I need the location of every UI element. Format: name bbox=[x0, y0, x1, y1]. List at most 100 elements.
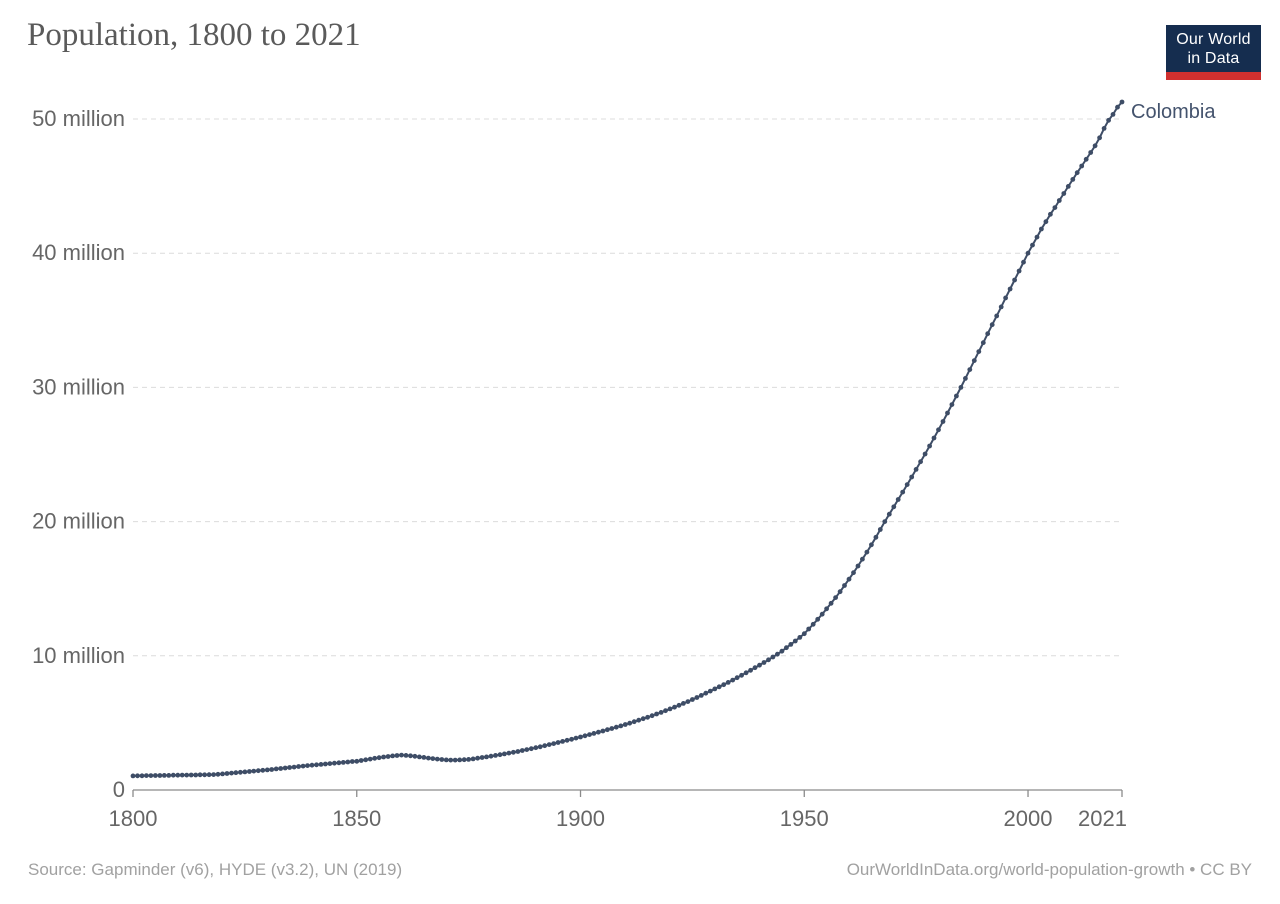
data-point bbox=[417, 754, 422, 760]
data-point bbox=[958, 385, 964, 390]
x-tick-label: 1800 bbox=[109, 806, 158, 831]
data-point bbox=[318, 762, 324, 767]
data-point bbox=[976, 349, 982, 354]
owid-logo-line2: in Data bbox=[1187, 50, 1240, 67]
owid-logo: Our World in Data bbox=[1166, 25, 1261, 80]
data-point bbox=[224, 771, 230, 776]
data-point bbox=[869, 542, 874, 548]
data-point bbox=[157, 773, 163, 778]
x-tick-label: 2000 bbox=[1004, 806, 1053, 831]
data-point bbox=[564, 737, 570, 743]
y-tick-label: 20 million bbox=[32, 509, 125, 534]
data-point bbox=[895, 497, 901, 502]
data-point bbox=[1012, 277, 1017, 283]
data-point bbox=[470, 756, 476, 762]
data-point bbox=[1052, 205, 1058, 211]
data-point bbox=[408, 753, 413, 759]
data-point bbox=[860, 556, 865, 562]
data-point bbox=[815, 616, 821, 622]
data-point bbox=[394, 753, 400, 758]
data-point bbox=[457, 757, 463, 763]
data-point bbox=[135, 773, 140, 779]
data-point bbox=[587, 732, 592, 737]
data-point bbox=[913, 467, 919, 472]
data-point bbox=[202, 772, 208, 778]
data-point bbox=[909, 474, 915, 480]
data-point bbox=[806, 626, 812, 632]
data-point bbox=[1016, 268, 1022, 274]
data-point bbox=[354, 758, 360, 764]
data-point bbox=[1043, 219, 1049, 225]
data-point bbox=[931, 435, 937, 441]
data-point bbox=[797, 635, 803, 640]
data-point bbox=[667, 706, 673, 712]
data-point bbox=[721, 682, 727, 688]
data-point bbox=[179, 772, 185, 778]
data-point bbox=[1119, 99, 1125, 105]
data-point bbox=[775, 651, 780, 657]
y-tick-label: 40 million bbox=[32, 240, 125, 265]
data-point bbox=[1048, 211, 1053, 217]
chart-title: Population, 1800 to 2021 bbox=[27, 17, 361, 53]
data-point bbox=[725, 680, 731, 685]
data-point bbox=[707, 688, 713, 694]
data-point bbox=[963, 376, 968, 381]
data-point bbox=[206, 772, 212, 778]
data-point bbox=[358, 758, 364, 763]
data-point bbox=[864, 549, 870, 555]
data-point bbox=[439, 757, 445, 762]
data-point bbox=[716, 684, 722, 690]
data-point bbox=[170, 772, 176, 778]
data-point bbox=[676, 702, 682, 708]
data-point bbox=[801, 631, 807, 637]
data-point bbox=[685, 699, 691, 704]
x-tick-label: 1900 bbox=[556, 806, 605, 831]
data-point bbox=[372, 755, 378, 761]
data-point bbox=[345, 759, 351, 765]
data-point bbox=[519, 748, 525, 753]
chart-footer: Source: Gapminder (v6), HYDE (v3.2), UN … bbox=[28, 860, 1252, 880]
data-point bbox=[766, 657, 771, 663]
x-tick-label: 1950 bbox=[780, 806, 829, 831]
data-point bbox=[1110, 112, 1116, 117]
data-point bbox=[989, 322, 995, 328]
data-point bbox=[130, 773, 136, 779]
data-point bbox=[443, 757, 449, 763]
data-point bbox=[694, 695, 700, 700]
data-point bbox=[596, 729, 601, 735]
data-point bbox=[466, 757, 471, 762]
data-point bbox=[278, 766, 284, 771]
data-point bbox=[891, 504, 897, 510]
data-point bbox=[1003, 295, 1008, 301]
data-point bbox=[877, 527, 883, 532]
data-point bbox=[255, 768, 261, 774]
data-point bbox=[399, 752, 404, 758]
data-point bbox=[730, 677, 736, 683]
data-point bbox=[1039, 226, 1044, 232]
data-point bbox=[627, 720, 633, 726]
source-note: Source: Gapminder (v6), HYDE (v3.2), UN … bbox=[28, 860, 403, 879]
data-point bbox=[846, 576, 852, 582]
data-point bbox=[613, 724, 619, 730]
y-tick-label: 30 million bbox=[32, 374, 125, 399]
data-point bbox=[264, 767, 270, 773]
data-point bbox=[770, 654, 776, 660]
data-point bbox=[430, 756, 436, 761]
y-tick-label: 10 million bbox=[32, 643, 125, 668]
data-point bbox=[511, 749, 516, 755]
data-point bbox=[1079, 163, 1085, 169]
data-point bbox=[296, 764, 301, 769]
data-point bbox=[1106, 117, 1111, 123]
data-point bbox=[980, 340, 986, 346]
data-point bbox=[184, 772, 190, 778]
data-point bbox=[1025, 250, 1031, 256]
data-point bbox=[475, 755, 480, 761]
data-point bbox=[690, 697, 695, 702]
data-point bbox=[748, 667, 753, 673]
data-point bbox=[1021, 259, 1026, 265]
owid-logo-line1: Our World bbox=[1176, 31, 1251, 48]
data-point bbox=[573, 735, 579, 741]
data-point bbox=[273, 766, 279, 772]
data-point bbox=[998, 304, 1004, 310]
data-point bbox=[238, 769, 243, 775]
